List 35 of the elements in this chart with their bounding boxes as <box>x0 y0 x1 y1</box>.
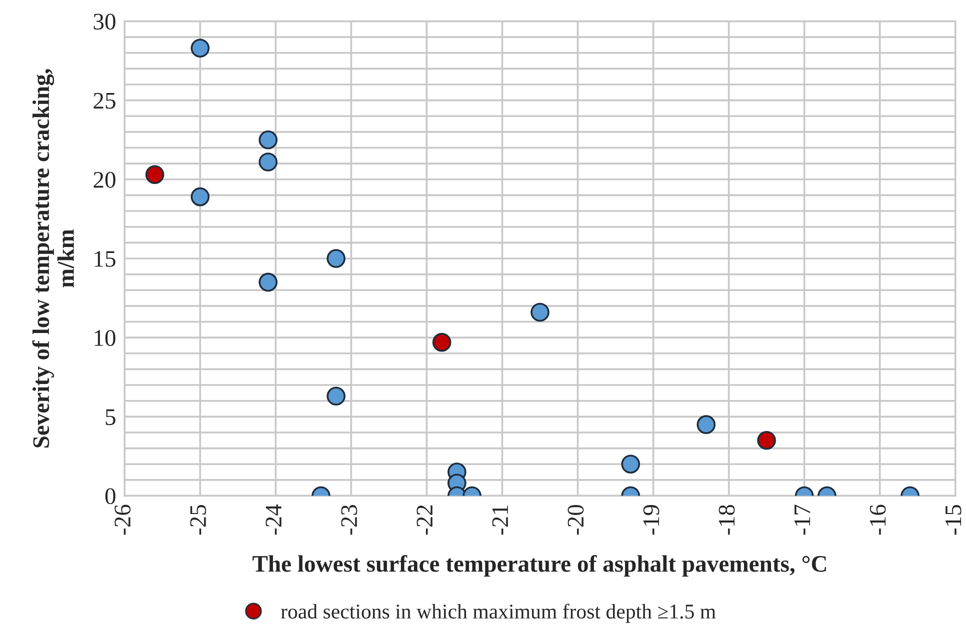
y-tick-label: 15 <box>94 251 116 267</box>
x-tick-label: -22 <box>416 505 432 535</box>
y-tick-label: 25 <box>94 92 116 109</box>
point <box>621 454 640 474</box>
y-tick-label: 0 <box>105 488 116 504</box>
point <box>757 430 776 450</box>
y-tick-label: 10 <box>94 330 116 346</box>
x-tick-label: -23 <box>341 505 358 535</box>
point <box>145 165 164 184</box>
point <box>190 38 210 58</box>
point <box>258 272 278 292</box>
point <box>258 130 278 150</box>
x-tick-label: -17 <box>794 504 810 535</box>
legend-label: road sections in which maximum frost depth ≥1.5 m <box>280 604 716 623</box>
x-tick-label: -18 <box>718 504 735 535</box>
point <box>530 302 550 322</box>
point <box>190 187 210 206</box>
x-tick-label: -24 <box>266 504 282 535</box>
x-tick-label: -25 <box>190 505 206 535</box>
point <box>258 152 278 172</box>
y-axis-title: Severity of low temperature cracking, m/km <box>32 69 74 448</box>
point <box>326 386 346 406</box>
point <box>432 332 452 352</box>
point <box>696 415 716 434</box>
y-tick-label: 30 <box>94 14 116 30</box>
x-tick-label: -20 <box>568 504 584 535</box>
x-tick-label: -15 <box>945 505 962 535</box>
y-tick-label: 20 <box>94 172 116 188</box>
x-tick-label: -26 <box>114 504 131 535</box>
point <box>326 249 346 268</box>
x-tick-label: -16 <box>870 504 886 535</box>
x-tick-label: -21 <box>492 506 508 535</box>
x-tick-label: -19 <box>643 505 660 535</box>
y-tick-label: 5 <box>106 409 116 426</box>
x-axis-title: The lowest surface temperature of asphalt pavements, °C <box>252 555 826 577</box>
